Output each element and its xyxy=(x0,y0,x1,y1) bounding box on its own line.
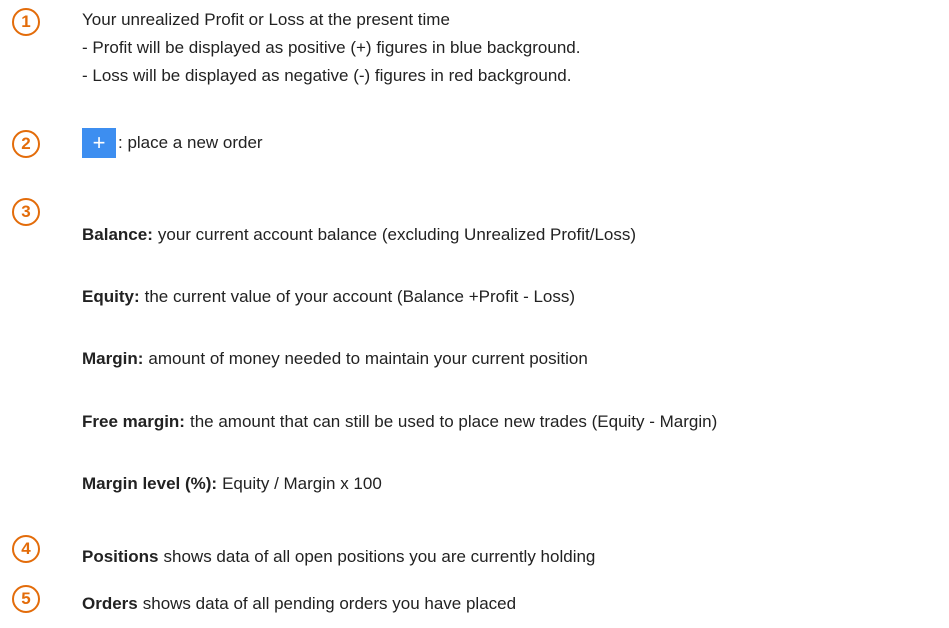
definition-text: the amount that can still be used to pla… xyxy=(189,412,718,431)
definition: Margin level (%): Equity / Margin x 100 xyxy=(82,474,382,494)
definition: Orders shows data of all pending orders y… xyxy=(82,594,516,614)
description: Your unrealized Profit or Loss at the pr… xyxy=(82,10,450,29)
term: Margin level (%): xyxy=(82,474,218,493)
step-number: 5 xyxy=(12,585,40,613)
definition-text: amount of money needed to maintain your … xyxy=(148,349,588,368)
definition-text: shows data of all open positions you are… xyxy=(163,547,596,566)
description: - Loss will be displayed as negative (-)… xyxy=(82,66,572,85)
definition: Margin: amount of money needed to maintai… xyxy=(82,349,588,369)
definition: Free margin: the amount that can still be… xyxy=(82,412,717,432)
term: Free margin: xyxy=(82,412,185,431)
term: Orders xyxy=(82,594,138,613)
definition-text: shows data of all pending orders you hav… xyxy=(142,594,517,613)
term: Positions xyxy=(82,547,159,566)
definition-text: your current account balance (excluding … xyxy=(157,225,637,244)
description: - Profit will be displayed as positive (… xyxy=(82,38,581,57)
step-number: 4 xyxy=(12,535,40,563)
description: : place a new order xyxy=(118,133,263,152)
definition: Equity: the current value of your account… xyxy=(82,287,575,307)
definition-text: the current value of your account (Balan… xyxy=(144,287,576,306)
term: Balance: xyxy=(82,225,153,244)
step-number: 1 xyxy=(12,8,40,36)
term: Margin: xyxy=(82,349,144,368)
definition: Positions shows data of all open position… xyxy=(82,547,595,567)
definition-text: Equity / Margin x 100 xyxy=(222,474,382,493)
step-number: 2 xyxy=(12,130,40,158)
term: Equity: xyxy=(82,287,140,306)
plus-button-icon: + xyxy=(82,128,116,158)
definition: Balance: your current account balance (ex… xyxy=(82,225,636,245)
step-number: 3 xyxy=(12,198,40,226)
